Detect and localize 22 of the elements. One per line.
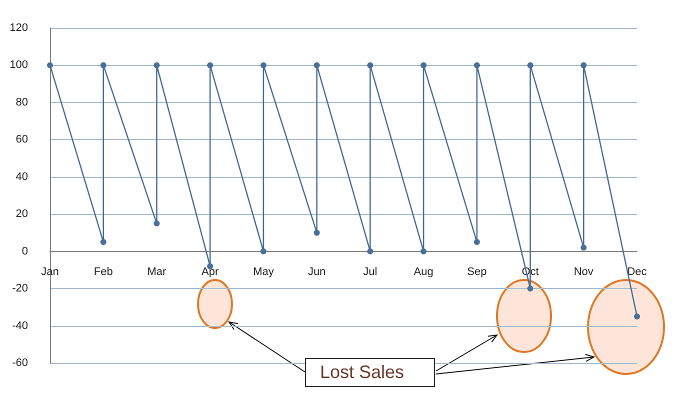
annotation: Lost Sales xyxy=(305,358,435,387)
x-tick-label: May xyxy=(253,266,274,278)
y-tick-label: 120 xyxy=(10,22,28,34)
x-tick-label: Nov xyxy=(574,266,594,278)
x-tick-label: Feb xyxy=(94,266,113,278)
y-tick-label: -20 xyxy=(12,282,28,295)
x-tick-label: Sep xyxy=(467,266,487,278)
x-tick-label: Dec xyxy=(627,266,648,278)
y-tick-label: 80 xyxy=(16,96,28,108)
y-tick-label: 60 xyxy=(16,134,28,146)
y-tick-label: -40 xyxy=(12,320,28,332)
x-tick-label: Jun xyxy=(308,266,326,278)
x-tick-label: Jul xyxy=(363,266,378,278)
y-tick-label: 100 xyxy=(10,59,28,72)
y-tick-label: 0 xyxy=(22,245,28,258)
x-tick-label: Jan xyxy=(41,266,59,278)
y-tick-label: 40 xyxy=(16,170,28,183)
x-tick-label: Apr xyxy=(202,266,219,278)
y-tick-label: -60 xyxy=(12,357,28,369)
x-tick-label: Mar xyxy=(147,266,167,278)
y-tick-label: 20 xyxy=(16,208,28,220)
x-tick-label: Aug xyxy=(414,266,434,278)
